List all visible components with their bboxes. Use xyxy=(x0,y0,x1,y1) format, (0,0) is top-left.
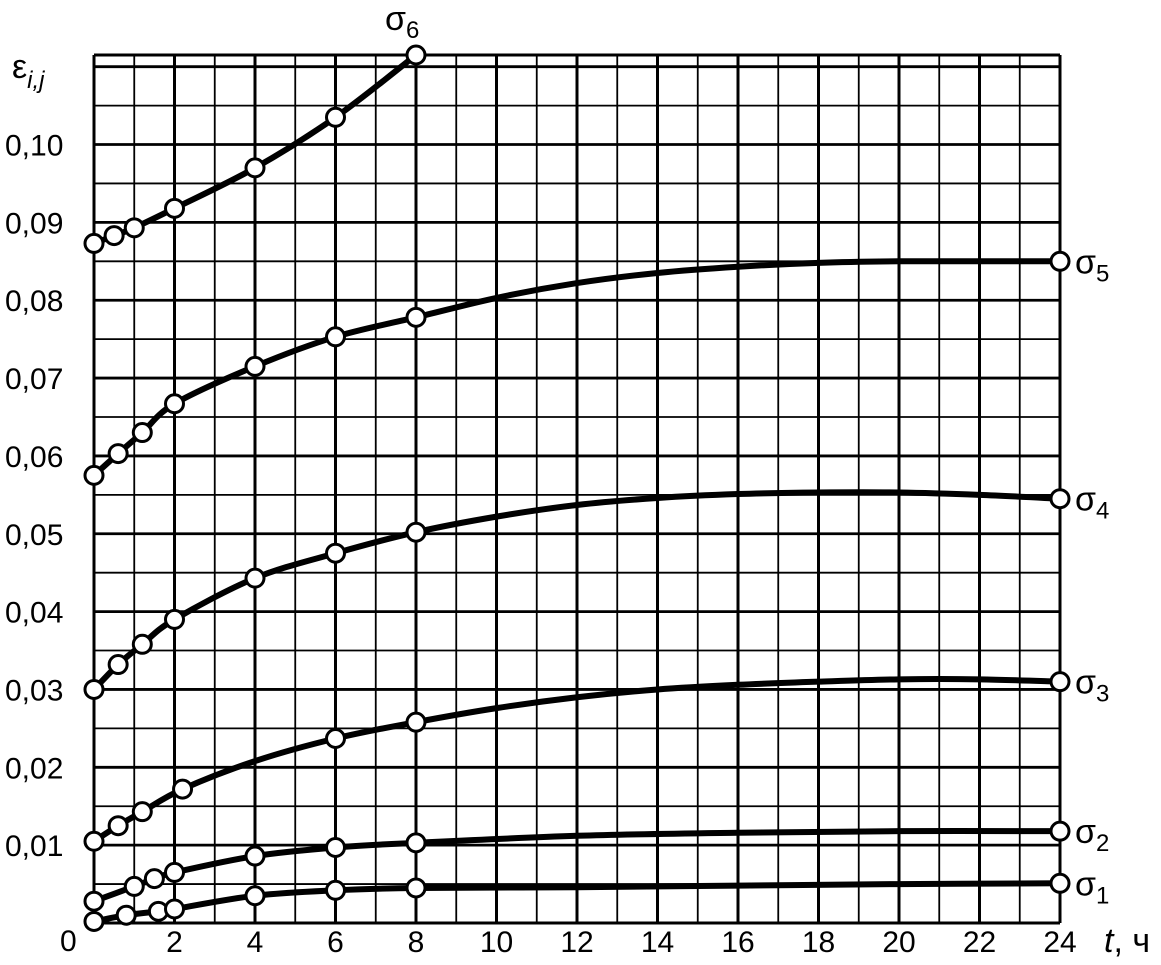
origin-label: 0 xyxy=(60,925,77,958)
series-marker-3 xyxy=(172,778,194,800)
series-marker-5 xyxy=(83,464,105,486)
y-tick-label: 0,05 xyxy=(5,519,63,552)
x-tick-label: 18 xyxy=(802,926,835,959)
y-tick-label: 0,02 xyxy=(5,752,63,785)
series-line-5 xyxy=(91,258,1063,479)
y-tick-label: 0,10 xyxy=(5,130,63,163)
series-marker-4 xyxy=(1049,488,1071,510)
series-marker-4 xyxy=(131,633,153,655)
series-marker-4 xyxy=(107,654,129,676)
x-tick-label: 14 xyxy=(641,926,674,959)
series-labels: σ1 σ2 σ3 σ4 σ5 σ6 xyxy=(385,0,1109,909)
x-tick-label: 16 xyxy=(721,926,754,959)
series-marker-1 xyxy=(115,904,137,926)
series-marker-2 xyxy=(1049,820,1071,842)
series-marker-2 xyxy=(83,890,105,912)
series-marker-4 xyxy=(244,567,266,589)
y-tick-label: 0,08 xyxy=(5,285,63,318)
x-axis-label: t, ч xyxy=(1104,922,1150,960)
series-marker-4 xyxy=(405,521,427,543)
series-marker-5 xyxy=(107,443,129,465)
series-marker-3 xyxy=(1049,671,1071,693)
series-marker-6 xyxy=(123,217,145,239)
series-marker-6 xyxy=(83,232,105,254)
series-label-1: σ1 xyxy=(1075,865,1109,909)
series-marker-3 xyxy=(325,728,346,750)
series-marker-5 xyxy=(405,306,427,328)
series-marker-3 xyxy=(405,711,427,733)
y-tick-label: 0,01 xyxy=(5,830,63,863)
tick-labels: 2 4 6 8 10 12 14 16 18 20 22 240,010,020,030,040,05… xyxy=(5,130,1077,959)
series-marker-6 xyxy=(325,106,346,128)
series-marker-6 xyxy=(405,44,427,66)
series-marker-1 xyxy=(1049,872,1071,894)
series-marker-6 xyxy=(244,157,266,179)
series-markers xyxy=(83,44,1071,932)
series-marker-5 xyxy=(244,355,266,377)
series-label-2: σ2 xyxy=(1075,813,1109,857)
y-axis-label: εi,j xyxy=(12,48,45,94)
series-marker-4 xyxy=(325,542,346,564)
y-tick-label: 0,07 xyxy=(5,363,63,396)
series-marker-2 xyxy=(123,875,145,897)
series-label-5: σ5 xyxy=(1075,243,1109,287)
series-marker-1 xyxy=(325,879,346,901)
x-tick-label: 6 xyxy=(327,926,344,959)
series-marker-2 xyxy=(325,836,346,858)
x-tick-label: 12 xyxy=(560,926,593,959)
series-marker-5 xyxy=(1049,250,1071,272)
series-marker-5 xyxy=(325,326,346,348)
series-marker-3 xyxy=(83,830,105,852)
series-marker-5 xyxy=(131,422,153,444)
y-tick-label: 0,09 xyxy=(5,207,63,240)
x-tick-label: 22 xyxy=(963,926,996,959)
series-line-3 xyxy=(91,676,1063,845)
x-tick-label: 8 xyxy=(408,926,425,959)
series-label-4: σ4 xyxy=(1075,481,1109,525)
series-marker-1 xyxy=(244,885,266,907)
series-label-6: σ6 xyxy=(385,0,419,44)
y-tick-label: 0,03 xyxy=(5,674,63,707)
series-marker-2 xyxy=(143,868,165,890)
y-tick-label: 0,06 xyxy=(5,441,63,474)
x-tick-label: 10 xyxy=(480,926,513,959)
series-marker-4 xyxy=(164,608,185,630)
series-marker-6 xyxy=(164,197,185,219)
series-marker-4 xyxy=(83,678,105,700)
series-marker-3 xyxy=(131,801,153,823)
series-marker-3 xyxy=(107,815,129,837)
grid-lines xyxy=(92,53,1062,925)
series-marker-2 xyxy=(164,861,185,883)
series-marker-2 xyxy=(405,832,427,854)
x-tick-label: 20 xyxy=(882,926,915,959)
x-tick-label: 2 xyxy=(166,926,183,959)
x-tick-label: 4 xyxy=(247,926,264,959)
y-tick-label: 0,04 xyxy=(5,597,63,630)
series-marker-2 xyxy=(244,845,266,867)
x-tick-label: 24 xyxy=(1043,926,1076,959)
series-marker-1 xyxy=(164,898,185,920)
series-marker-5 xyxy=(164,393,185,415)
series-label-3: σ3 xyxy=(1075,664,1109,708)
series-line-4 xyxy=(91,489,1063,693)
series-marker-6 xyxy=(103,225,125,247)
series-marker-1 xyxy=(83,910,105,932)
series-marker-1 xyxy=(405,877,427,899)
